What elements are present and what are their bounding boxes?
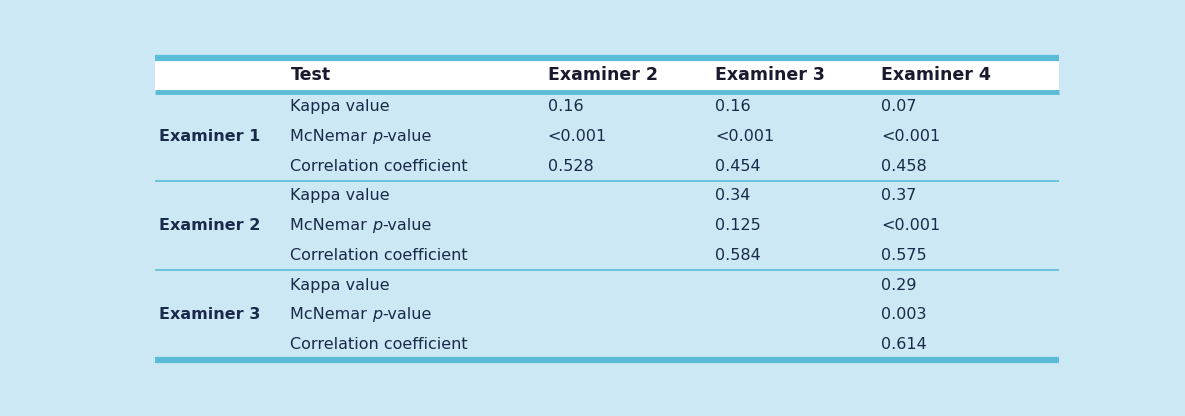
Text: Correlation coefficient: Correlation coefficient — [290, 158, 468, 173]
Text: Correlation coefficient: Correlation coefficient — [290, 337, 468, 352]
Text: -value: -value — [383, 218, 433, 233]
Text: 0.584: 0.584 — [715, 248, 761, 263]
Text: McNemar: McNemar — [290, 307, 372, 322]
Text: 0.575: 0.575 — [880, 248, 927, 263]
Text: Examiner 1: Examiner 1 — [159, 129, 261, 144]
Text: 0.528: 0.528 — [547, 158, 594, 173]
Text: 0.34: 0.34 — [715, 188, 750, 203]
Text: Examiner 2: Examiner 2 — [547, 66, 658, 84]
Text: 0.37: 0.37 — [880, 188, 916, 203]
Text: -value: -value — [383, 129, 433, 144]
Text: <0.001: <0.001 — [880, 129, 940, 144]
Bar — [155, 58, 1059, 92]
Text: Examiner 4: Examiner 4 — [880, 66, 991, 84]
Text: -value: -value — [383, 307, 433, 322]
Text: p: p — [372, 129, 383, 144]
Bar — [155, 92, 1059, 360]
Text: Examiner 2: Examiner 2 — [159, 218, 261, 233]
Text: 0.458: 0.458 — [880, 158, 927, 173]
Text: Kappa value: Kappa value — [290, 99, 390, 114]
Text: 0.454: 0.454 — [715, 158, 761, 173]
Text: 0.16: 0.16 — [715, 99, 750, 114]
Text: Test: Test — [290, 66, 331, 84]
Text: p: p — [372, 307, 383, 322]
Text: p: p — [372, 218, 383, 233]
Text: Examiner 3: Examiner 3 — [715, 66, 825, 84]
Text: <0.001: <0.001 — [547, 129, 607, 144]
Text: Correlation coefficient: Correlation coefficient — [290, 248, 468, 263]
Text: 0.125: 0.125 — [715, 218, 761, 233]
Text: McNemar: McNemar — [290, 218, 372, 233]
Text: 0.29: 0.29 — [880, 278, 916, 293]
Text: 0.07: 0.07 — [880, 99, 916, 114]
Text: 0.16: 0.16 — [547, 99, 583, 114]
Text: 0.614: 0.614 — [880, 337, 927, 352]
Text: Kappa value: Kappa value — [290, 188, 390, 203]
Text: Kappa value: Kappa value — [290, 278, 390, 293]
Text: McNemar: McNemar — [290, 129, 372, 144]
Text: <0.001: <0.001 — [880, 218, 940, 233]
Text: Examiner 3: Examiner 3 — [159, 307, 261, 322]
Text: 0.003: 0.003 — [880, 307, 927, 322]
Text: <0.001: <0.001 — [715, 129, 774, 144]
